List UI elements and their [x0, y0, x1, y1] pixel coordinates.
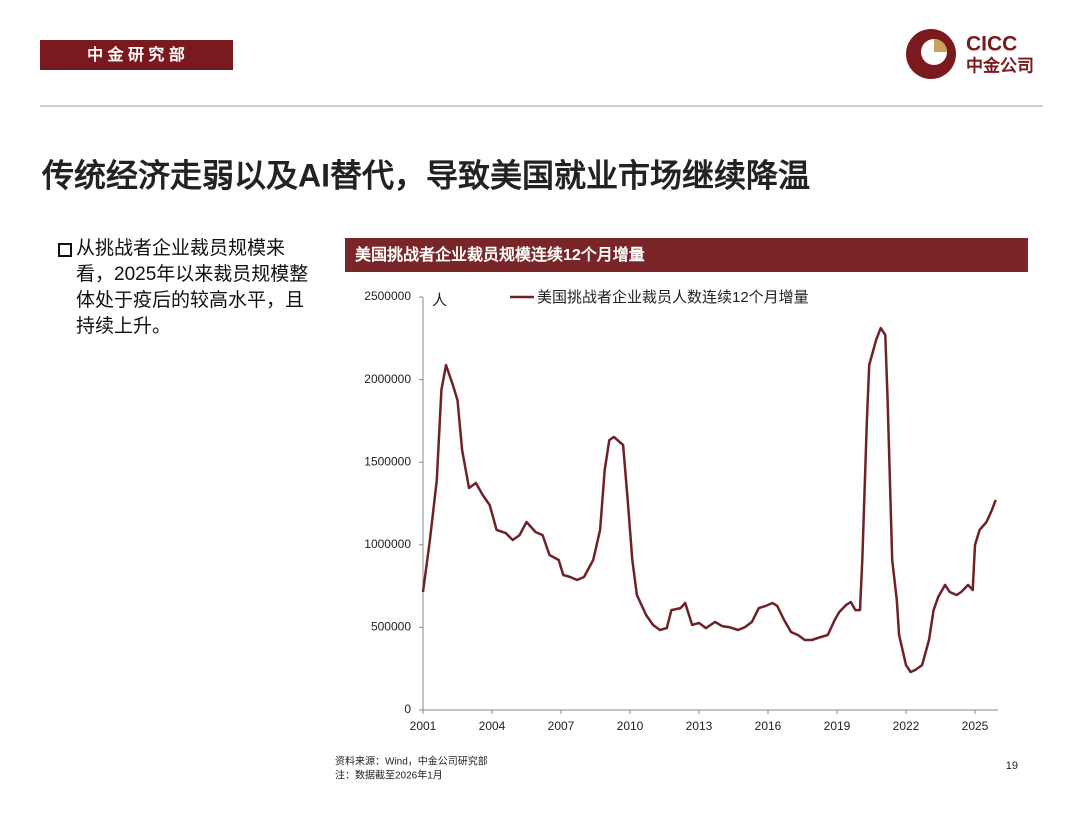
logo-en: CICC: [966, 33, 1017, 56]
y-tick-label: 2500000: [364, 289, 411, 303]
header-bar: [40, 40, 233, 70]
source: 资料来源：Wind，中金公司研究部: [335, 755, 488, 768]
x-tick-label: 2001: [410, 719, 437, 733]
x-tick-label: 2007: [548, 719, 575, 733]
x-tick-label: 2016: [755, 719, 782, 733]
x-tick-label: 2013: [686, 719, 713, 733]
y-tick-label: 1500000: [364, 454, 411, 468]
logo-cn: 中金公司: [966, 55, 1034, 75]
note: 注：数据截至2026年1月: [335, 769, 443, 782]
x-tick-label: 2019: [824, 719, 851, 733]
legend-label: 美国挑战者企业裁员人数连续12个月增量: [537, 288, 809, 306]
x-tick-label: 2022: [893, 719, 920, 733]
y-tick-label: 1000000: [364, 537, 411, 551]
logo-quarter: [934, 39, 947, 52]
x-tick-label: 2004: [479, 719, 506, 733]
chart-title: 美国挑战者企业裁员规模连续12个月增量: [355, 245, 645, 264]
y-tick-label: 2000000: [364, 372, 411, 386]
y-axis-label: 人: [432, 292, 447, 309]
y-tick-label: 500000: [371, 620, 411, 634]
series-line: [421, 326, 997, 674]
page-number: 19: [1006, 760, 1018, 772]
chart: 0 500000 1000000 1500000 2000000 2500000 2001 2…: [364, 288, 998, 733]
bullet-text: 从挑战者企业裁员规模来看，2025年以来裁员规模整体处于疫后的较高水平，且持续上…: [76, 238, 309, 337]
y-tick-label: 0: [404, 702, 411, 716]
logo: CICC 中金公司: [906, 29, 1034, 79]
header-text: 中 金 研 究 部: [87, 45, 185, 64]
slide-title: 传统经济走弱以及AI替代，导致美国就业市场继续降温: [41, 157, 810, 193]
chart-title-bar: [345, 238, 1028, 272]
x-tick-label: 2025: [962, 719, 989, 733]
bullet-marker: [58, 243, 72, 257]
x-tick-label: 2010: [617, 719, 644, 733]
